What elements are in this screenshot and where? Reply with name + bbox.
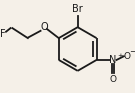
Text: Br: Br <box>72 4 83 14</box>
Text: N: N <box>109 55 117 65</box>
Text: F: F <box>0 29 5 39</box>
Text: O: O <box>109 75 116 84</box>
Text: O: O <box>40 22 48 32</box>
Text: −: − <box>129 47 135 56</box>
Text: O: O <box>124 52 131 61</box>
Text: +: + <box>117 53 123 59</box>
